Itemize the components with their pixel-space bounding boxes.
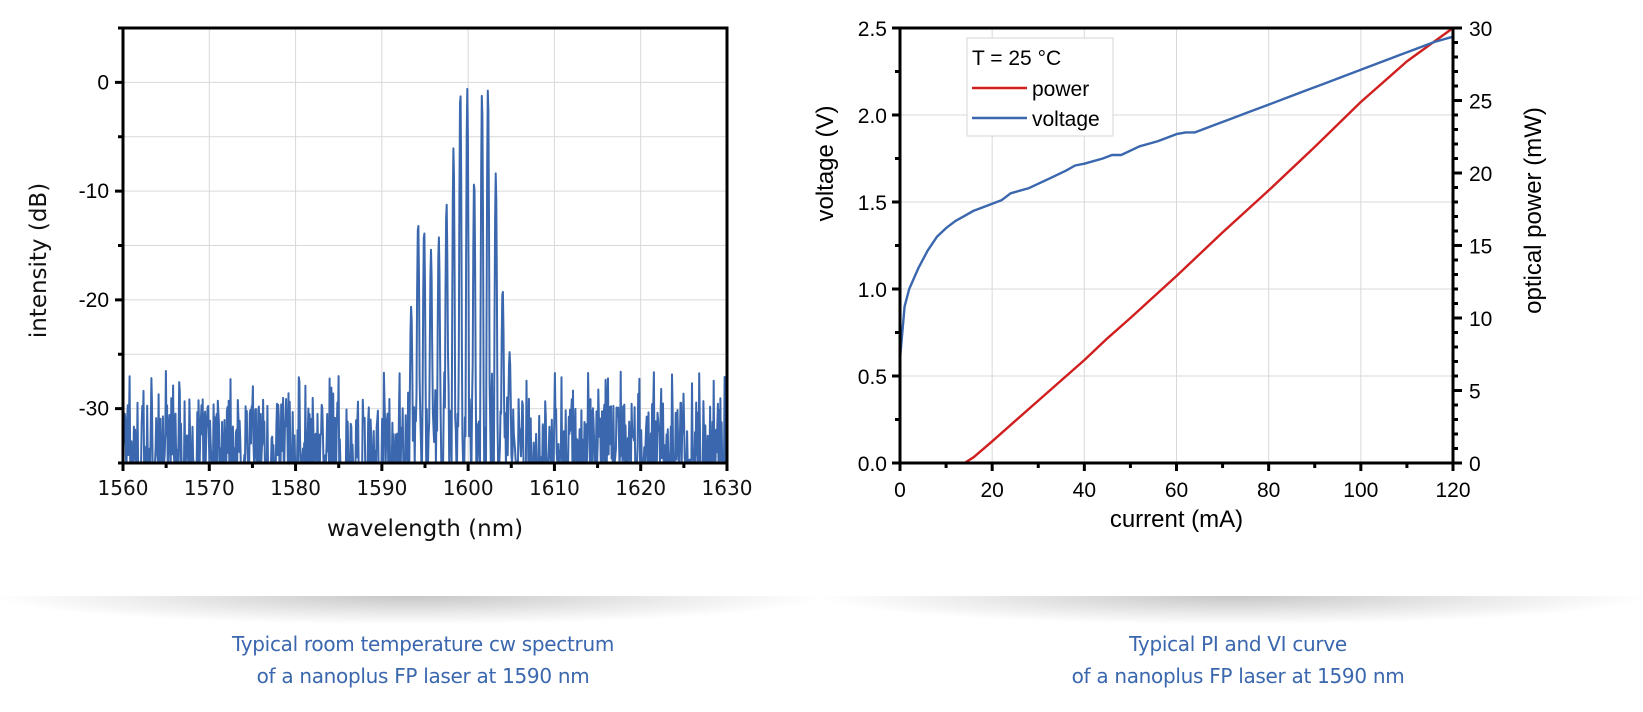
pi-vi-y-tick-labels: 0.0 0.5 1.0 1.5 2.0 2.5 [858,18,887,476]
spectrum-series [122,86,728,464]
x-tick-label: 120 [1435,479,1470,502]
spectrum-caption: Typical room temperature cw spectrum of … [0,628,846,692]
x-tick-label: 1620 [615,476,666,500]
legend-label-voltage: voltage [1032,108,1100,131]
x-tick-label: 1600 [443,476,494,500]
y-tick-label: 1.5 [858,192,887,215]
x-tick-label: 1580 [270,476,321,500]
pi-vi-caption-line-1: Typical PI and VI curve [1129,632,1347,656]
spectrum-caption-line-1: Typical room temperature cw spectrum [231,632,615,656]
y2-tick-label: 15 [1469,236,1492,259]
y-tick-label: 0 [97,71,109,94]
spectrum-chart: 1560 1570 1580 1590 1600 1610 1620 1630 0 -10 -20… [26,26,753,542]
y-tick-label: -20 [79,289,109,312]
x-tick-label: 1610 [529,476,580,500]
y-tick-label: 0.0 [858,453,887,476]
x-tick-label: 1560 [98,476,149,500]
pi-vi-x-tick-labels: 0 20 40 60 80 100 120 [894,479,1470,502]
pi-vi-x-axis-title: current (mA) [1110,506,1243,533]
spectrum-x-axis-title: wavelength (nm) [327,516,523,542]
y2-tick-label: 20 [1469,163,1492,186]
pi-vi-legend: T = 25 °C power voltage [966,37,1114,137]
x-tick-label: 80 [1257,479,1280,502]
y-tick-label: -10 [79,180,109,203]
pi-vi-y-axis-title: voltage (V) [812,105,839,221]
pi-vi-y2-axis-title: optical power (mW) [1520,107,1547,314]
spectrum-ticks [115,26,729,471]
legend-label-power: power [1032,78,1089,101]
pi-vi-caption-line-2: of a nanoplus FP laser at 1590 nm [1071,664,1405,688]
spectrum-y-tick-labels: 0 -10 -20 -30 [79,71,109,420]
x-tick-label: 40 [1073,479,1096,502]
spectrum-x-tick-labels: 1560 1570 1580 1590 1600 1610 1620 1630 [98,476,753,500]
y2-tick-label: 25 [1469,91,1492,114]
x-tick-label: 60 [1165,479,1188,502]
caption-divider-shadow-left [0,596,820,624]
y2-tick-label: 10 [1469,308,1492,331]
x-tick-label: 0 [894,479,906,502]
spectrum-line [122,87,728,464]
caption-divider-shadow-right [823,596,1643,624]
spectrum-y-axis-title: intensity (dB) [26,183,52,338]
x-tick-label: 1630 [702,476,753,500]
y2-tick-label: 30 [1469,18,1492,41]
power-line [900,27,1454,465]
y-tick-label: 0.5 [858,366,887,389]
pi-vi-chart: 0 20 40 60 80 100 120 0.0 0.5 1.0 1.5 2.0 2.5 0 5 10 1… [812,18,1547,533]
x-tick-label: 100 [1343,479,1378,502]
x-tick-label: 1590 [356,476,407,500]
pi-vi-y2-tick-labels: 0 5 10 15 20 25 30 [1469,18,1492,476]
spectrum-caption-line-2: of a nanoplus FP laser at 1590 nm [256,664,590,688]
x-tick-label: 1570 [184,476,235,500]
pi-vi-ticks [892,26,1462,471]
y-tick-label: 2.5 [858,18,887,41]
y-tick-label: 2.0 [858,105,887,128]
y-tick-label: -30 [79,398,109,421]
pi-vi-caption: Typical PI and VI curve of a nanoplus FP… [823,628,1643,692]
x-tick-label: 20 [980,479,1003,502]
y2-tick-label: 0 [1469,453,1481,476]
y-tick-label: 1.0 [858,279,887,302]
legend-title: T = 25 °C [972,47,1061,70]
y2-tick-label: 5 [1469,381,1481,404]
